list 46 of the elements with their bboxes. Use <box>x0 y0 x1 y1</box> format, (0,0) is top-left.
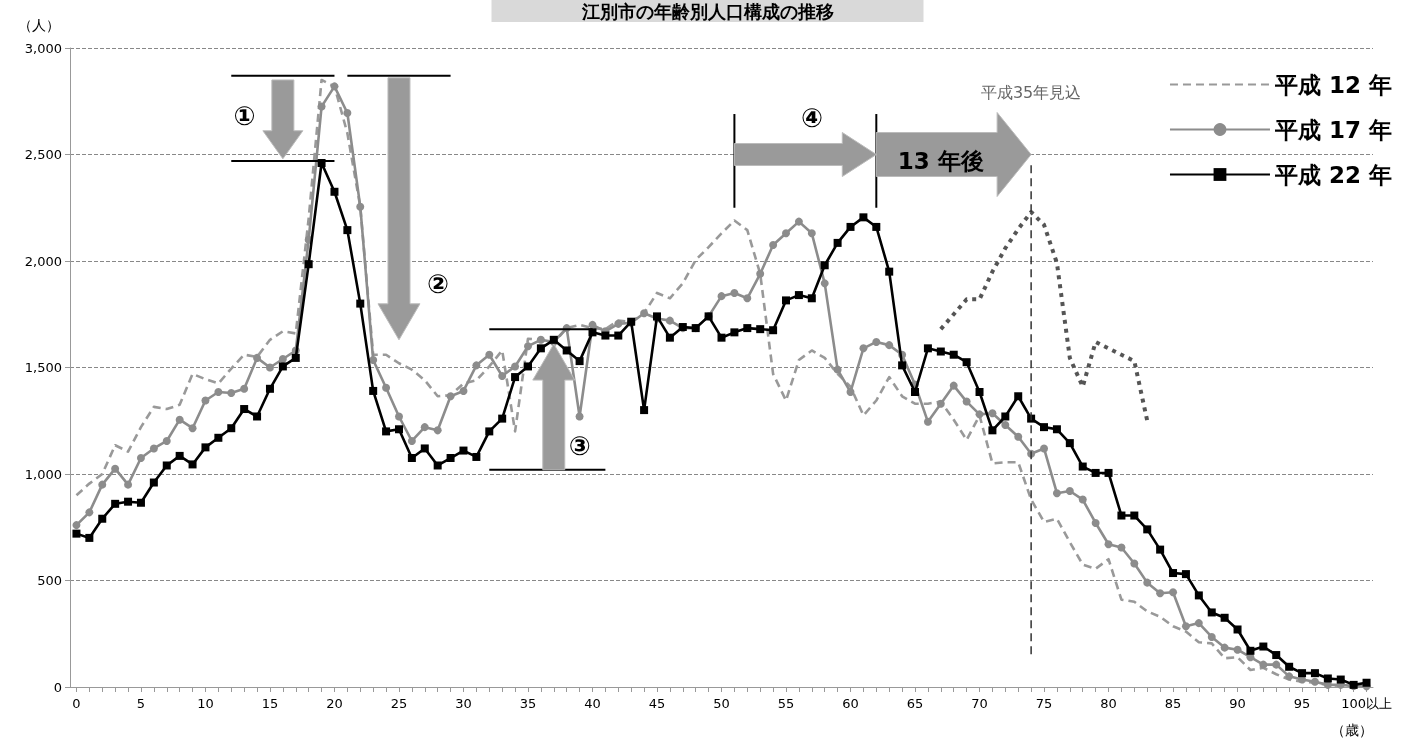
y-tick-label: 1,000 <box>24 466 62 482</box>
x-tick-label: 75 <box>1035 696 1053 711</box>
y-tick-label: 3,000 <box>24 40 62 56</box>
y-tick-label: 2,000 <box>24 253 62 269</box>
annotation: ① <box>233 101 256 132</box>
legend-label: 平成 12 年 <box>1273 71 1393 98</box>
point <box>356 202 365 211</box>
x-tick-label: 60 <box>842 696 859 711</box>
annotation: 平成35年見込 <box>980 82 1082 104</box>
annotation: ④ <box>800 103 823 134</box>
x-tick-label: 0 <box>72 696 81 711</box>
x-tick-label: 90 <box>1229 696 1246 711</box>
x-tick-label: 35 <box>519 696 537 711</box>
x-tick-label: 95 <box>1293 696 1311 711</box>
y-tick-label: 0 <box>53 679 62 695</box>
x-axis-title: （歳） <box>1331 722 1373 738</box>
annotation: 13 年後 <box>897 146 984 176</box>
legend-label: 平成 17 年 <box>1273 116 1393 143</box>
x-tick-label: 100以上 <box>1341 696 1392 711</box>
y-tick-label: 1,500 <box>24 360 62 375</box>
annotation: ② <box>426 269 449 300</box>
x-tick-label: 55 <box>777 696 795 711</box>
point <box>640 309 649 318</box>
x-tick-label: 30 <box>455 696 472 711</box>
chart-title: 江別市の年齢別人口構成の推移 <box>580 0 834 22</box>
x-tick-label: 45 <box>648 696 666 711</box>
x-tick-label: 25 <box>390 696 408 711</box>
x-tick-label: 15 <box>261 696 279 711</box>
legend-label: 平成 22 年 <box>1273 161 1393 188</box>
point <box>536 335 545 344</box>
x-tick-label: 85 <box>1164 696 1182 711</box>
x-tick-label: 5 <box>136 696 146 711</box>
point <box>330 82 339 91</box>
x-tick-label: 10 <box>197 696 214 711</box>
x-tick-label: 20 <box>326 696 343 711</box>
y-tick-label: 500 <box>37 573 62 588</box>
x-tick-label: 65 <box>906 696 924 711</box>
y-tick-label: 2,500 <box>24 147 62 162</box>
annotation: ③ <box>568 431 591 462</box>
point <box>756 269 765 278</box>
x-tick-label: 50 <box>713 696 730 711</box>
y-axis-title: （人） <box>18 17 60 33</box>
x-tick-label: 40 <box>584 696 601 711</box>
line-series <box>938 210 1150 423</box>
x-tick-label: 80 <box>1100 696 1117 711</box>
x-tick-label: 70 <box>971 696 988 711</box>
